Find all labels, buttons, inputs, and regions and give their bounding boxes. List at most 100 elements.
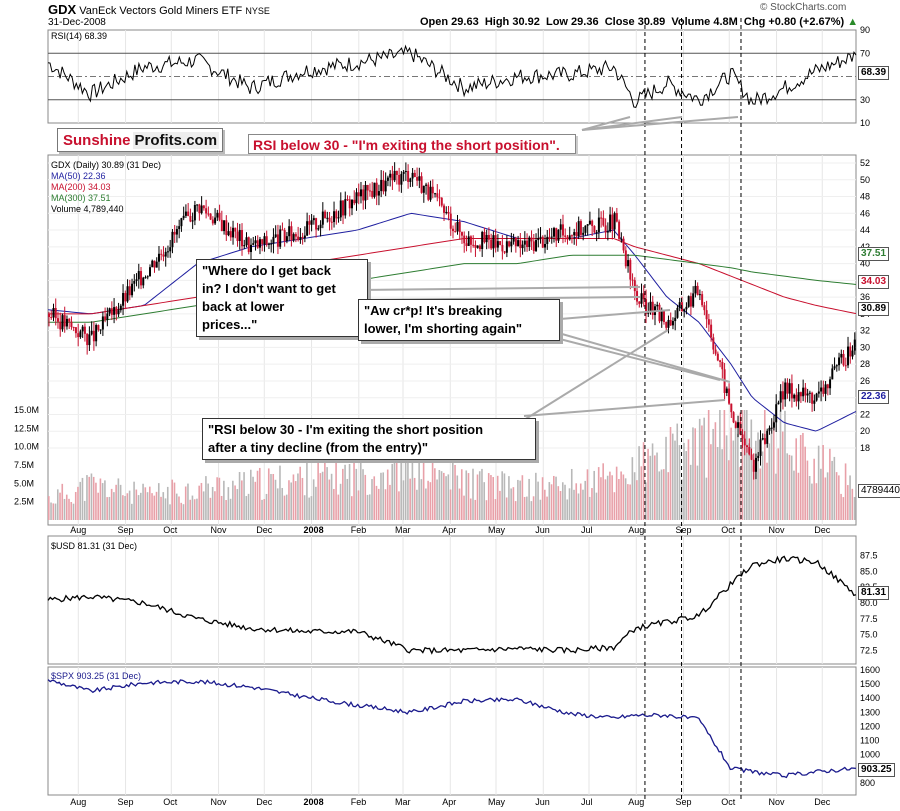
price-tick-label: 42: [860, 242, 870, 252]
price-candle-body: [627, 260, 630, 267]
volume-bar: [101, 483, 104, 520]
price-candle-body: [548, 236, 551, 238]
price-candle-body: [135, 279, 138, 282]
volume-bar: [99, 478, 102, 520]
x-tick-label: Dec: [256, 525, 273, 535]
price-candle-body: [606, 231, 609, 233]
volume-bar: [218, 477, 221, 520]
volume-bar: [487, 473, 490, 520]
price-candle-body: [505, 241, 508, 253]
volume-bar: [746, 410, 748, 520]
volume-bar: [588, 496, 591, 520]
volume-bar: [519, 480, 521, 520]
volume-bar: [117, 478, 120, 520]
volume-bar: [83, 500, 86, 520]
volume-bar: [48, 496, 50, 520]
volume-bar: [207, 483, 209, 520]
volume-bar: [270, 473, 272, 520]
price-candle-body: [312, 218, 315, 221]
price-candle-body: [779, 391, 782, 403]
price-candle-body: [503, 251, 506, 253]
volume-bar: [723, 410, 726, 520]
price-candle-body: [50, 317, 53, 319]
volume-bar: [665, 436, 667, 520]
volume-bar: [79, 481, 82, 520]
price-candle-body: [182, 215, 185, 219]
volume-bar: [404, 460, 407, 520]
price-tick-label: 40: [860, 259, 870, 269]
price-candle-body: [315, 218, 318, 230]
volume-bar: [164, 498, 167, 520]
volume-bar: [234, 485, 236, 520]
volume-bar: [191, 495, 194, 520]
volume-bar: [178, 496, 180, 520]
volume-bar: [575, 483, 578, 520]
price-candle-body: [761, 438, 764, 440]
price-candle-body: [149, 267, 151, 277]
volume-bar: [312, 479, 315, 520]
volume-bar: [481, 468, 483, 520]
rsi-tick-label: 70: [860, 48, 870, 58]
volume-bar: [265, 493, 268, 520]
x-tick-label: Apr: [442, 525, 456, 535]
price-candle-body: [438, 197, 441, 199]
price-candle-body: [478, 245, 481, 250]
volume-bar: [247, 493, 250, 520]
volume-bar: [182, 504, 185, 520]
price-candle-body: [297, 236, 300, 241]
price-candle-body: [568, 235, 571, 240]
price-candle-body: [160, 253, 163, 255]
volume-bar: [330, 473, 333, 520]
price-tick-label: 44: [860, 225, 870, 235]
price-candle-body: [337, 217, 340, 219]
usd-last-tag: 81.31: [858, 586, 890, 600]
volume-bar: [440, 471, 443, 520]
watermark[interactable]: © StockCharts.com: [760, 2, 847, 13]
volume-bar: [375, 485, 378, 520]
price-candle-body: [205, 208, 208, 214]
price-candle-body: [431, 186, 434, 194]
volume-bar: [662, 469, 665, 520]
x-tick-label: Feb: [351, 797, 367, 807]
volume-bar: [714, 422, 717, 520]
price-candle-body: [247, 237, 250, 253]
price-candle-body: [784, 382, 787, 400]
volume-bar: [95, 482, 97, 520]
volume-bar: [61, 483, 64, 520]
volume-bar: [427, 480, 429, 520]
price-candle-body: [140, 271, 143, 286]
ma300-line: [48, 254, 857, 323]
volume-bar: [667, 472, 670, 520]
price-candle-body: [487, 234, 490, 240]
volume-bar: [241, 480, 243, 520]
price-candle-body: [770, 427, 773, 429]
volume-bar: [97, 492, 99, 520]
chart-header: GDX VanEck Vectors Gold Miners ETF NYSE: [48, 2, 270, 17]
price-candle-body: [831, 368, 834, 380]
volume-bar: [752, 465, 755, 520]
price-tick-label: 50: [860, 175, 870, 185]
price-candle-body: [483, 232, 486, 243]
volume-bar: [106, 497, 108, 520]
volume-bar: [180, 502, 183, 520]
spx-tick-label: 800: [860, 778, 875, 788]
volume-bar: [570, 468, 573, 520]
x-tick-label: 2008: [304, 525, 324, 535]
price-candle-body: [326, 217, 329, 219]
volume-bar: [92, 476, 95, 520]
price-candle-body: [802, 387, 805, 397]
price-candle-body: [92, 330, 95, 342]
volume-tick-label: 5.0M: [14, 478, 34, 488]
price-candle-body: [380, 179, 383, 192]
price-candle-body: [624, 250, 627, 267]
price-candle-body: [813, 400, 816, 404]
volume-bar: [402, 480, 405, 520]
price-candle-body: [799, 392, 802, 397]
price-candle-body: [317, 228, 320, 230]
price-candle-body: [355, 192, 358, 204]
price-candle-body: [689, 296, 692, 307]
price-candle-body: [256, 240, 259, 248]
price-candle-body: [178, 226, 181, 230]
volume-bar: [382, 472, 385, 520]
volume-bar: [476, 474, 479, 520]
